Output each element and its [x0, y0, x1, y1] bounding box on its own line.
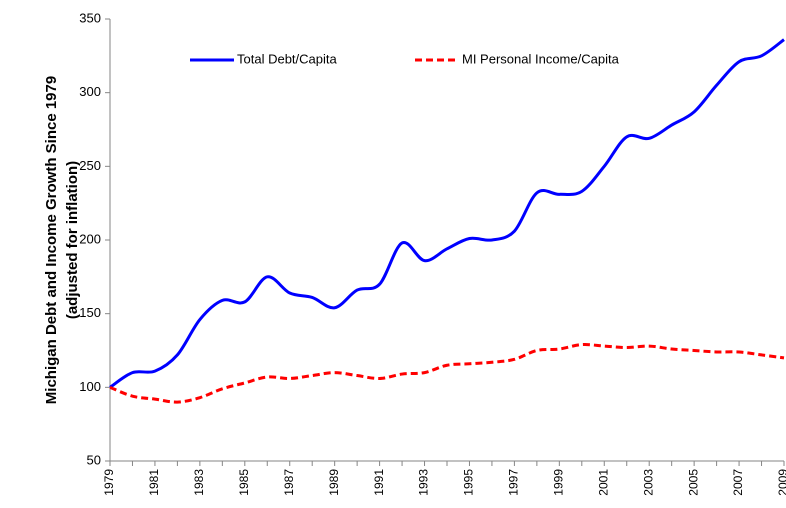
x-tick-label: 1997 — [507, 469, 521, 496]
series-line — [109, 343, 785, 404]
x-tick-label: 2009 — [776, 469, 786, 496]
legend-label: Total Debt/Capita — [237, 51, 337, 66]
y-tick-label: 300 — [79, 84, 101, 99]
y-tick-label: 50 — [87, 452, 101, 467]
x-tick-label: 2003 — [641, 469, 655, 496]
series-line — [109, 38, 785, 389]
y-tick-label: 200 — [79, 231, 101, 246]
x-tick-label: 1989 — [327, 469, 341, 496]
x-tick-label: 1981 — [147, 469, 161, 496]
x-tick-label: 1983 — [192, 469, 206, 496]
x-tick-label: 1993 — [417, 469, 431, 496]
x-tick-label: 1991 — [372, 469, 386, 496]
x-tick-label: 1995 — [462, 469, 476, 496]
y-tick-label: 100 — [79, 379, 101, 394]
y-tick-label: 350 — [79, 10, 101, 25]
x-tick-label: 2001 — [596, 469, 610, 496]
y-axis-title: Michigan Debt and Income Growth Since 19… — [43, 76, 60, 404]
x-tick-label: 2007 — [731, 469, 745, 496]
legend: Total Debt/Capita MI Personal Income/Capi… — [190, 51, 620, 66]
legend-label: MI Personal Income/Capita — [462, 51, 620, 66]
x-tick-label: 1985 — [237, 469, 251, 496]
x-tick-label: 1999 — [552, 469, 566, 496]
x-tick-label: 1979 — [102, 469, 116, 496]
y-axis-title: (adjusted for inflation) — [64, 161, 81, 319]
y-tick-label: 150 — [79, 305, 101, 320]
x-tick-label: 2005 — [686, 469, 700, 496]
x-tick-label: 1987 — [282, 469, 296, 496]
y-tick-label: 250 — [79, 158, 101, 173]
